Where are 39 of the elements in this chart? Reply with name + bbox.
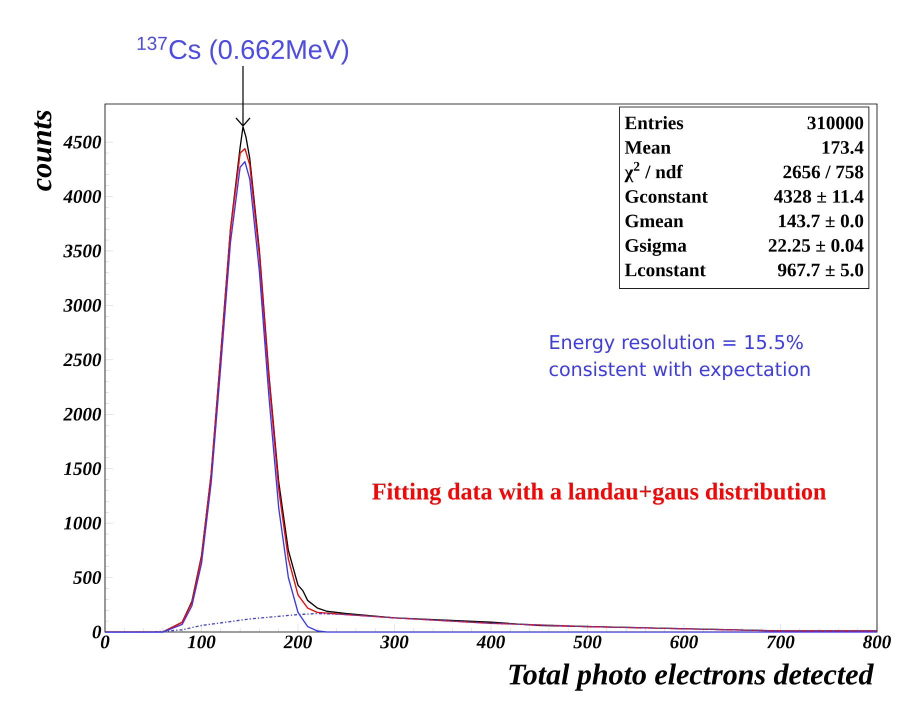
annotation: 143.7 ± 0.0 <box>778 214 864 228</box>
annotation: χ$^{2}$ / ndf <box>624 162 683 182</box>
y-tick-label: 1500 <box>64 462 102 476</box>
x-axis-title: Total photo electrons detected <box>509 664 874 691</box>
y-tick-label: 2000 <box>63 408 102 421</box>
x-tick-label: 700 <box>767 636 794 648</box>
x-tick-label: 400 <box>476 636 505 648</box>
annotation: Lconstant <box>624 264 706 276</box>
x-tick-label: 200 <box>284 636 312 648</box>
y-tick-label: 4000 <box>63 190 102 203</box>
y-tick-label: 2500 <box>63 353 102 366</box>
annotation: Gmean <box>625 214 684 228</box>
annotation: Entries <box>624 116 684 130</box>
y-tick-label: 4500 <box>63 136 102 149</box>
annotation: Fitting data with a landau+gaus distribution <box>372 482 826 505</box>
x-tick-label: 300 <box>380 636 408 648</box>
y-axis-title: counts <box>34 110 52 191</box>
x-tick-label: 0 <box>100 636 110 648</box>
annotation: 22.25 ± 0.04 <box>768 239 864 252</box>
y-tick-label: 3000 <box>63 298 102 312</box>
annotation: Gconstant <box>625 190 708 203</box>
y-tick-label: 0 <box>92 626 102 638</box>
x-tick-label: 500 <box>573 636 602 648</box>
annotation: 967.7 ± 5.0 <box>778 264 864 276</box>
annotation: 310000 <box>808 116 864 130</box>
y-tick-label: 1000 <box>64 516 102 530</box>
annotation: $^{137}$Cs (0.662MeV) <box>138 36 348 64</box>
annotation: Gsigma <box>625 238 687 256</box>
annotation: 2656 / 758 <box>783 166 864 178</box>
annotation: 173.4 <box>822 141 864 154</box>
annotation: consistent with expectation <box>550 362 810 380</box>
x-tick-label: 100 <box>188 636 216 648</box>
x-tick-label: 800 <box>863 636 891 648</box>
annotation: Energy resolution = 15.5% <box>550 334 803 353</box>
annotation: Mean <box>624 141 671 154</box>
y-tick-label: 500 <box>73 571 102 584</box>
y-tick-label: 3500 <box>63 244 102 258</box>
x-tick-label: 600 <box>670 636 698 648</box>
annotation: 4328 ± 11.4 <box>774 190 864 203</box>
